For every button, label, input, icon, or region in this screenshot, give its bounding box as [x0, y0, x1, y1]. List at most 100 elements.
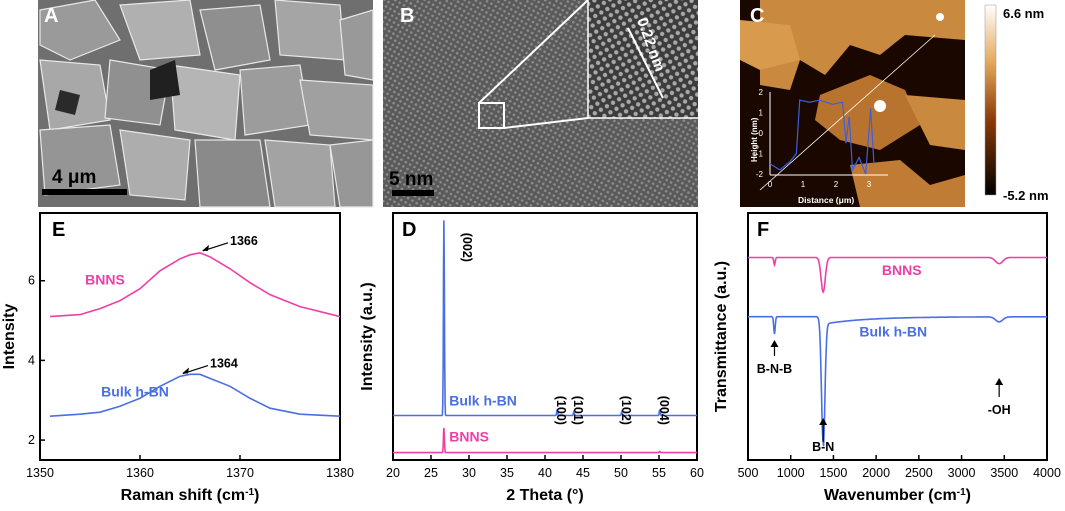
- x-tick-label: 60: [690, 466, 704, 480]
- plot-frame: [39, 212, 341, 461]
- afm-inset-xtick: 2: [834, 180, 839, 189]
- x-tick-label: 50: [614, 466, 628, 480]
- x-tick-label: 30: [462, 466, 476, 480]
- annotation-label: B-N: [812, 440, 834, 454]
- x-tick-label: 45: [576, 466, 590, 480]
- x-tick-label: 1350: [26, 466, 54, 480]
- sem-shadow: [55, 90, 80, 115]
- afm-particle: [874, 100, 886, 112]
- x-tick-label: 3000: [948, 466, 976, 480]
- x-tick-label: 1380: [326, 466, 354, 480]
- x-tick-label: 35: [500, 466, 514, 480]
- series-label: Bulk h-BN: [859, 324, 927, 340]
- afm-inset-ytick: -1: [756, 150, 764, 159]
- y-tick-label: 2: [28, 433, 35, 447]
- x-axis-label: Wavenumber (cm-1): [824, 487, 971, 505]
- series-line: [748, 315, 1047, 447]
- peak-label: (100): [554, 396, 568, 425]
- panel-b-tem-image: 0.22 nm 5 nm B: [383, 0, 698, 207]
- afm-terrace: [760, 0, 965, 90]
- tem-zoom-line: [478, 0, 589, 104]
- panel-a-sem-image: 4 μm A: [38, 0, 374, 208]
- plot-frame: [392, 212, 698, 461]
- afm-inset-xtick: 3: [867, 180, 872, 189]
- panel-letter-b: B: [400, 5, 414, 27]
- series-label: BNNS: [882, 262, 922, 278]
- annotation-label: 1366: [230, 234, 258, 248]
- panel-letter-e: E: [52, 219, 65, 241]
- annotation-arrowhead: [995, 378, 1004, 385]
- afm-terrace: [850, 160, 965, 207]
- x-tick-label: 1500: [820, 466, 848, 480]
- x-tick-label: 40: [538, 466, 552, 480]
- tem-zoom-line: [503, 117, 589, 129]
- peak-label: (004): [657, 396, 671, 425]
- afm-terrace: [815, 75, 920, 150]
- afm-colorbar: [984, 4, 997, 196]
- afm-inset-xlabel: Distance (μm): [798, 195, 854, 205]
- x-tick-label: 2500: [905, 466, 933, 480]
- peak-label: (002): [460, 233, 474, 262]
- y-axis-label: Transmittance (a.u.): [713, 261, 730, 412]
- annotation-arrowhead: [202, 244, 209, 251]
- scale-bar-b: [392, 190, 434, 196]
- series-label: Bulk h-BN: [101, 383, 169, 399]
- afm-colorbar-max: 6.6 nm: [1003, 6, 1044, 21]
- chart-f-ftir: 500 1000 1500 2000 2500 3000 3500 4000 Wavenumbe…: [713, 212, 1061, 505]
- series-line: [49, 252, 341, 318]
- afm-inset-ytick: 1: [759, 109, 764, 118]
- x-tick-label: 1000: [777, 466, 805, 480]
- afm-terrace: [905, 95, 965, 150]
- peak-label: (101): [571, 396, 585, 425]
- scale-bar-a: [42, 189, 127, 195]
- sem-flakes: [39, 0, 374, 208]
- y-axis-label: Intensity (a.u.): [359, 282, 376, 390]
- afm-terrace: [740, 20, 800, 70]
- annotation-label: 1364: [210, 357, 238, 371]
- series-line: [748, 256, 1047, 294]
- annotation-arrowhead: [182, 367, 189, 374]
- panel-letter-c: C: [750, 5, 764, 27]
- y-tick-label: 4: [28, 353, 35, 367]
- sem-shadow: [150, 60, 180, 100]
- x-tick-label: 25: [424, 466, 438, 480]
- panel-letter-f: F: [757, 219, 769, 241]
- panel-letter-a: A: [44, 5, 58, 27]
- afm-inset-xtick: 0: [768, 180, 773, 189]
- series-line: [393, 427, 697, 454]
- chart-e-raman: 1350 1360 1370 1380 2 4 6 Raman shift (cm-1) Int…: [1, 212, 354, 505]
- x-tick-label: 1370: [226, 466, 254, 480]
- x-tick-label: 500: [738, 466, 759, 480]
- series-label: BNNS: [85, 272, 125, 288]
- afm-inset-ytick: -2: [756, 170, 764, 179]
- series-label: Bulk h-BN: [449, 393, 517, 409]
- afm-inset-ytick: 2: [759, 88, 764, 97]
- x-tick-label: 1360: [126, 466, 154, 480]
- afm-particle: [936, 13, 944, 21]
- plot-frame: [747, 212, 1048, 461]
- afm-inset-xtick: 1: [801, 180, 806, 189]
- afm-inset-ticks: 2 1 0 -1 -2 0 1 2 3: [756, 88, 872, 189]
- peak-label: (102): [619, 396, 633, 425]
- series-line: [49, 373, 341, 417]
- annotation-label: -OH: [988, 403, 1011, 417]
- annotation-label: B-N-B: [757, 362, 792, 376]
- afm-inset-ytick: 0: [759, 129, 764, 138]
- x-axis-label: Raman shift (cm-1): [121, 487, 260, 505]
- annotation-arrowhead: [770, 340, 779, 347]
- y-tick-label: 6: [28, 274, 35, 288]
- x-axis-label: 2 Theta (°): [506, 487, 584, 504]
- x-tick-label: 4000: [1033, 466, 1061, 480]
- x-tick-label: 55: [652, 466, 666, 480]
- afm-profile-line: [759, 34, 936, 191]
- afm-height-profile: [769, 99, 875, 175]
- x-tick-label: 2000: [862, 466, 890, 480]
- y-axis-label: Intensity: [1, 304, 18, 370]
- series-label: BNNS: [449, 428, 489, 444]
- series-line: [393, 220, 697, 417]
- x-tick-label: 20: [386, 466, 400, 480]
- chart-d-xrd: 20 25 30 35 40 45 50 55 60 2 Theta (°) Intensity (…: [359, 212, 704, 504]
- scale-bar-a-label: 4 μm: [52, 167, 96, 188]
- lattice-spacing-arrow: [627, 27, 664, 99]
